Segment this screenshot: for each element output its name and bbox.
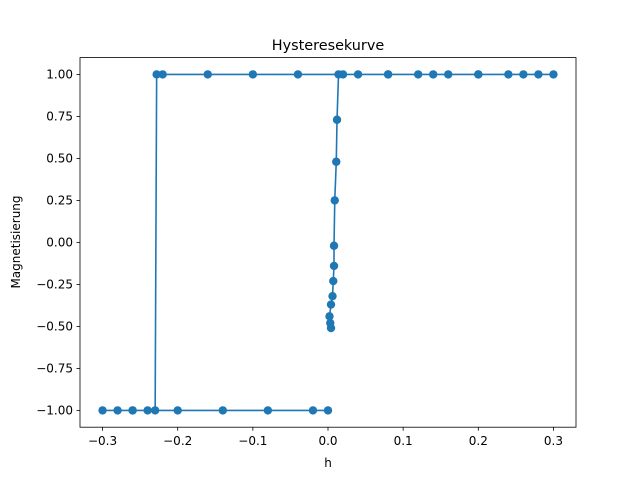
data-point bbox=[128, 406, 137, 415]
data-point bbox=[329, 241, 339, 250]
x-axis-label: h bbox=[324, 456, 332, 470]
data-point bbox=[519, 70, 528, 79]
data-point bbox=[158, 70, 167, 79]
data-point bbox=[332, 115, 342, 124]
chart-marks bbox=[98, 70, 558, 415]
data-point bbox=[143, 406, 152, 415]
y-tick-label: 0.75 bbox=[46, 110, 73, 124]
x-tick-label: 0.3 bbox=[544, 434, 563, 448]
data-point bbox=[444, 70, 453, 79]
data-point bbox=[326, 300, 336, 309]
data-point bbox=[203, 70, 212, 79]
x-tick-label: −0.1 bbox=[238, 434, 267, 448]
data-point bbox=[329, 261, 339, 271]
data-point bbox=[534, 70, 543, 79]
data-point bbox=[325, 312, 334, 321]
data-point bbox=[504, 70, 513, 79]
y-tick-label: −1.00 bbox=[36, 404, 73, 418]
y-axis-label: Magnetisierung bbox=[9, 195, 23, 288]
data-point bbox=[413, 70, 423, 79]
y-tick-label: 0.00 bbox=[46, 236, 73, 250]
data-point bbox=[113, 406, 122, 415]
data-point bbox=[98, 406, 107, 415]
x-axis-ticks: −0.3 −0.2 −0.1 0.0 0.1 0.2 0.3 bbox=[88, 427, 563, 448]
y-tick-label: −0.50 bbox=[36, 320, 73, 334]
data-point bbox=[383, 70, 393, 79]
data-point bbox=[338, 70, 348, 79]
x-tick-label: −0.2 bbox=[163, 434, 192, 448]
data-point bbox=[173, 406, 182, 415]
data-point bbox=[308, 406, 318, 415]
data-point bbox=[263, 406, 273, 415]
data-point bbox=[429, 70, 438, 79]
y-tick-label: 1.00 bbox=[46, 68, 73, 82]
x-tick-label: 0.2 bbox=[469, 434, 488, 448]
data-point bbox=[329, 276, 338, 286]
y-tick-label: 0.25 bbox=[46, 194, 73, 208]
y-axis-ticks: −1.00 −0.75 −0.50 −0.25 0.00 0.25 0.50 0.75 1.00 bbox=[36, 68, 80, 418]
data-point bbox=[326, 318, 335, 328]
data-point bbox=[474, 70, 483, 79]
data-point bbox=[549, 70, 558, 79]
series-line bbox=[101, 73, 555, 412]
data-point bbox=[152, 70, 161, 79]
x-tick-label: 0.0 bbox=[318, 434, 337, 448]
data-point bbox=[353, 70, 363, 79]
data-point bbox=[332, 157, 341, 166]
data-point bbox=[218, 406, 227, 415]
y-tick-label: 0.50 bbox=[46, 152, 73, 166]
x-tick-label: 0.1 bbox=[394, 434, 413, 448]
data-point bbox=[330, 196, 339, 205]
data-point bbox=[248, 70, 258, 79]
data-point bbox=[328, 291, 337, 301]
y-tick-label: −0.25 bbox=[36, 278, 73, 292]
y-tick-label: −0.75 bbox=[36, 362, 73, 376]
data-point bbox=[293, 70, 303, 79]
data-point bbox=[323, 406, 333, 415]
x-tick-label: −0.3 bbox=[88, 434, 117, 448]
data-point bbox=[150, 406, 160, 415]
plot-frame bbox=[79, 57, 577, 428]
chart-title: Hysteresekurve bbox=[272, 38, 385, 54]
